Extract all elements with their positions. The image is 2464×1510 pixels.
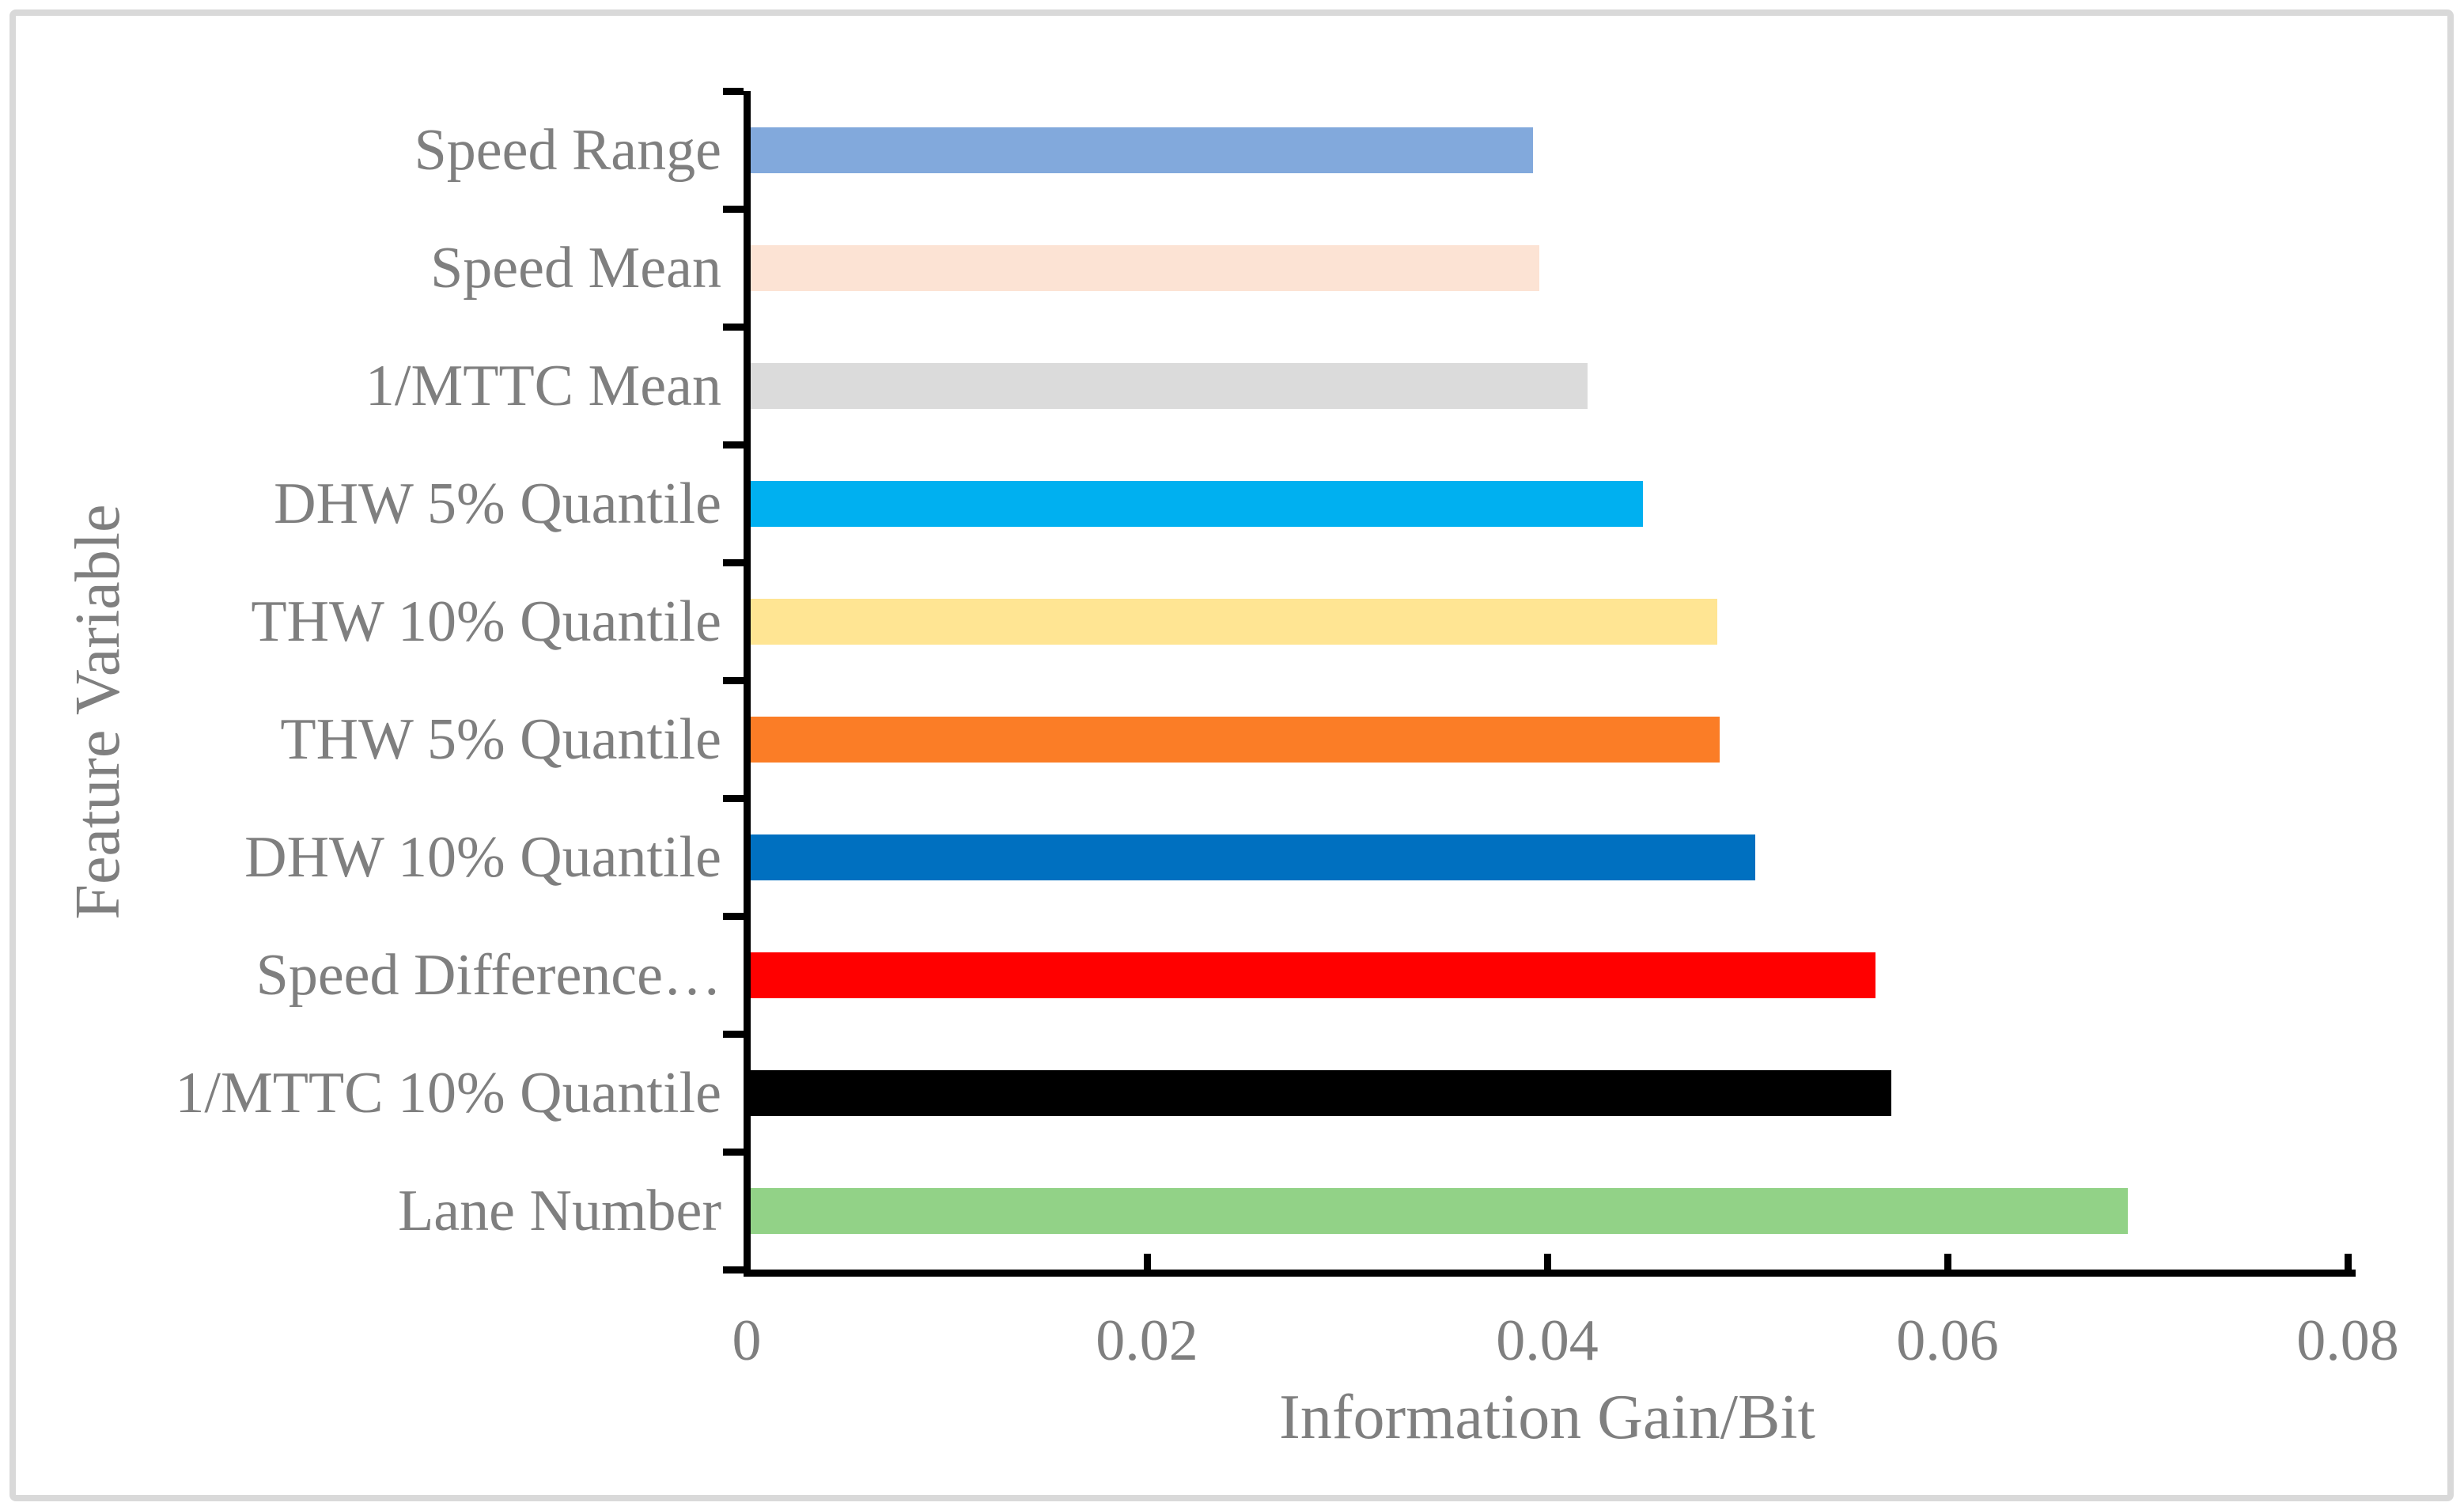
category-label: Speed Mean — [430, 235, 721, 301]
x-tick-label: 0.06 — [1896, 1308, 1999, 1373]
bar-dhw-10-quantile — [751, 834, 1756, 880]
bar-1-mttc-mean — [751, 362, 1588, 409]
bar-1-mttc-10-quantile — [751, 1069, 1892, 1116]
y-axis-tick — [723, 795, 744, 802]
x-tick-label: 0.04 — [1496, 1308, 1599, 1373]
y-axis-tick — [723, 1149, 744, 1156]
bar-speed-mean — [751, 244, 1539, 291]
category-label: 1/MTTC 10% Quantile — [175, 1060, 721, 1126]
bar-thw-10-quantile — [751, 598, 1717, 645]
y-axis-tick — [723, 677, 744, 684]
category-label: DHW 10% Quantile — [244, 824, 721, 890]
x-axis-tick — [2345, 1254, 2352, 1270]
x-axis-tick — [1544, 1254, 1551, 1270]
x-axis-title: Information Gain/Bit — [1279, 1383, 1815, 1452]
category-label: THW 5% Quantile — [280, 706, 721, 772]
x-axis-line — [744, 1270, 2356, 1277]
y-axis-line — [744, 91, 751, 1277]
category-label: Speed Range — [414, 117, 721, 183]
category-label: DHW 5% Quantile — [274, 471, 721, 536]
bar-speed-range — [751, 127, 1534, 173]
y-axis-tick — [723, 88, 744, 95]
x-tick-label: 0.08 — [2296, 1308, 2399, 1373]
category-label: 1/MTTC Mean — [365, 353, 721, 418]
y-axis-tick — [723, 206, 744, 213]
y-axis-title: Feature Variable — [63, 504, 133, 920]
x-axis-tick — [1144, 1254, 1151, 1270]
category-label: Lane Number — [398, 1178, 721, 1243]
y-axis-tick — [723, 559, 744, 566]
y-axis-tick — [723, 1266, 744, 1273]
category-label: THW 10% Quantile — [251, 588, 721, 654]
y-axis-tick — [723, 1031, 744, 1038]
bar-thw-5-quantile — [751, 716, 1720, 763]
category-label: Speed Difference… — [255, 942, 721, 1008]
bar-lane-number — [751, 1187, 2128, 1234]
y-axis-tick — [723, 913, 744, 920]
x-tick-label: 0 — [732, 1308, 762, 1373]
y-axis-tick — [723, 441, 744, 448]
x-tick-label: 0.02 — [1096, 1308, 1198, 1373]
y-axis-tick — [723, 324, 744, 331]
bar-speed-difference- — [751, 952, 1875, 998]
bar-dhw-5-quantile — [751, 480, 1644, 527]
x-axis-tick — [1944, 1254, 1951, 1270]
